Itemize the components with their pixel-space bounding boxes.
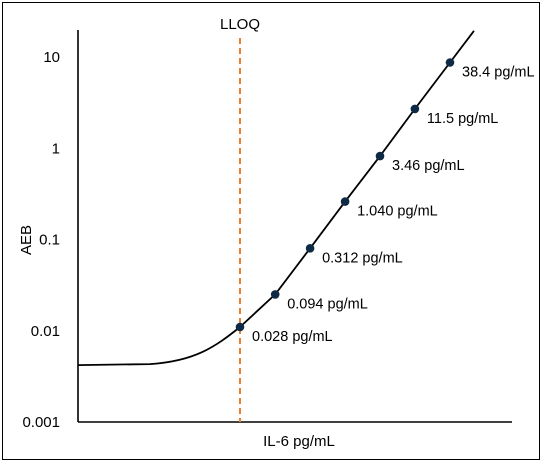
data-point (375, 151, 385, 161)
y-tick-label: 1 (52, 140, 60, 157)
data-point-label: 3.46 pg/mL (392, 158, 465, 174)
lloq-label: LLOQ (220, 16, 260, 33)
data-point-label: 1.040 pg/mL (357, 204, 438, 220)
data-point-label: 0.028 pg/mL (252, 329, 333, 345)
data-point-label: 38.4 pg/mL (462, 65, 535, 81)
data-point (305, 244, 315, 253)
y-tick-label: 0.001 (22, 414, 60, 431)
lloq-reference: LLOQ (220, 16, 260, 422)
y-tick-label: 10 (43, 49, 60, 66)
data-point (270, 290, 280, 299)
y-tick-label: 0.01 (31, 323, 60, 340)
data-point-label: 11.5 pg/mL (427, 111, 498, 127)
data-point-label: 0.312 pg/mL (322, 250, 403, 266)
x-axis-title: IL-6 pg/mL (263, 433, 335, 450)
data-points (235, 58, 455, 332)
data-point (410, 104, 420, 114)
point-labels: 0.028 pg/mL 0.094 pg/mL 0.312 pg/mL 1.040 p… (252, 65, 535, 346)
y-axis-title: AEB (18, 225, 35, 255)
chart-frame (2, 2, 540, 460)
data-point (340, 197, 350, 206)
y-tick-label: 0.1 (39, 232, 60, 249)
data-point (235, 322, 245, 332)
calibration-curve (77, 30, 475, 366)
data-point (445, 58, 455, 67)
axes (77, 30, 512, 423)
data-point-label: 0.094 pg/mL (287, 296, 368, 312)
y-tick-labels: 0.001 0.01 0.1 1 10 (22, 49, 60, 431)
